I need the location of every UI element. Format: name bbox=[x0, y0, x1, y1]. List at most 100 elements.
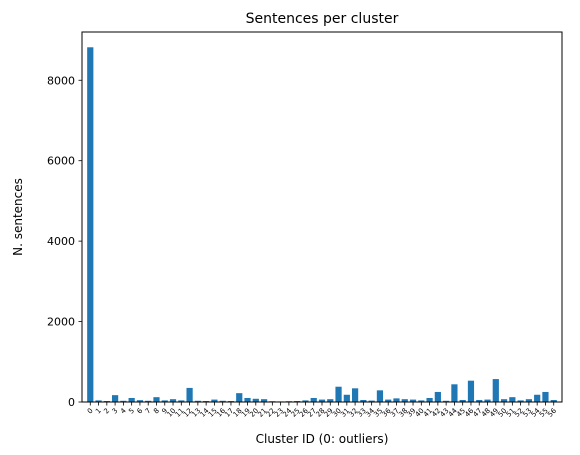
x-tick-label: 4 bbox=[119, 406, 128, 415]
bar-cluster-16 bbox=[219, 400, 226, 402]
bar-cluster-30 bbox=[335, 386, 342, 402]
x-tick-label: 19 bbox=[240, 407, 252, 419]
x-tick-label: 33 bbox=[356, 407, 368, 419]
x-tick-label: 53 bbox=[521, 407, 533, 419]
bar-cluster-6 bbox=[136, 400, 144, 402]
x-tick-label: 25 bbox=[290, 407, 302, 419]
x-tick-label: 21 bbox=[257, 407, 269, 419]
plot-area: 0 1 2 3 4 5 6 7 8 9101112131415161718192021222324… bbox=[47, 47, 559, 419]
y-tick-label: 0 bbox=[68, 396, 75, 409]
bar-cluster-38 bbox=[401, 399, 408, 402]
bar-cluster-49 bbox=[492, 379, 499, 402]
bar-cluster-1 bbox=[95, 400, 102, 402]
y-tick-label: 8000 bbox=[47, 74, 75, 87]
x-tick-label: 10 bbox=[165, 407, 177, 419]
bar-cluster-33 bbox=[360, 399, 367, 402]
bar-cluster-36 bbox=[385, 399, 392, 402]
x-tick-label: 43 bbox=[439, 407, 451, 419]
x-tick-label: 6 bbox=[136, 406, 145, 415]
bar-cluster-12 bbox=[186, 387, 193, 402]
x-tick-label: 5 bbox=[127, 407, 136, 416]
bar-cluster-4 bbox=[120, 400, 127, 402]
x-tick-label: 35 bbox=[372, 407, 384, 419]
x-tick-label: 8 bbox=[152, 407, 161, 416]
bar-cluster-5 bbox=[128, 397, 135, 402]
bar-cluster-0 bbox=[87, 47, 94, 403]
x-tick-label: 2 bbox=[102, 407, 111, 416]
x-tick-label: 3 bbox=[111, 407, 120, 416]
bar-cluster-13 bbox=[194, 400, 201, 402]
bar-cluster-7 bbox=[145, 400, 152, 402]
bar-cluster-47 bbox=[476, 399, 483, 402]
x-axis-label: Cluster ID (0: outliers) bbox=[256, 432, 389, 446]
x-tick-label: 56 bbox=[546, 406, 558, 418]
x-tick-label: 17 bbox=[223, 407, 235, 419]
bar-cluster-29 bbox=[327, 399, 334, 402]
x-tick-label: 23 bbox=[273, 407, 285, 419]
bar-cluster-15 bbox=[211, 399, 218, 402]
x-tick-label: 32 bbox=[348, 407, 360, 419]
x-tick-label: 11 bbox=[174, 407, 186, 419]
bar-cluster-14 bbox=[203, 400, 210, 402]
bar-cluster-44 bbox=[451, 384, 458, 402]
x-tick-label: 12 bbox=[182, 407, 194, 419]
x-tick-label: 52 bbox=[513, 407, 525, 419]
bar-cluster-52 bbox=[517, 400, 524, 402]
bar-cluster-56 bbox=[550, 399, 557, 402]
x-tick-label: 47 bbox=[472, 407, 484, 419]
x-tick-label: 30 bbox=[331, 407, 343, 419]
bar-cluster-8 bbox=[153, 397, 160, 402]
x-tick-label: 42 bbox=[430, 407, 442, 419]
bar-cluster-9 bbox=[161, 400, 168, 402]
bar-cluster-45 bbox=[459, 399, 466, 402]
x-tick-label: 9 bbox=[160, 407, 169, 416]
bar-cluster-10 bbox=[169, 399, 177, 402]
x-tick-label: 50 bbox=[497, 407, 509, 419]
bar-cluster-11 bbox=[178, 400, 185, 402]
bar-cluster-18 bbox=[236, 393, 243, 402]
x-tick-label: 7 bbox=[144, 407, 153, 416]
bar-cluster-41 bbox=[426, 397, 433, 402]
bar-cluster-42 bbox=[434, 391, 441, 402]
x-tick-label: 55 bbox=[538, 407, 550, 419]
bar-cluster-20 bbox=[252, 398, 259, 402]
bar-cluster-43 bbox=[443, 400, 450, 402]
bar-cluster-51 bbox=[509, 397, 516, 402]
y-axis-label: N. sentences bbox=[11, 178, 25, 256]
plot-frame bbox=[81, 31, 563, 403]
bar-cluster-46 bbox=[467, 380, 475, 402]
x-tick-label: 28 bbox=[314, 407, 326, 419]
bar-cluster-17 bbox=[227, 400, 235, 402]
x-tick-label: 45 bbox=[455, 407, 467, 419]
bar-cluster-39 bbox=[409, 399, 417, 402]
bar-cluster-25 bbox=[294, 400, 301, 402]
bar-cluster-28 bbox=[318, 399, 326, 402]
x-tick-label: 41 bbox=[422, 407, 434, 419]
bar-cluster-50 bbox=[500, 399, 508, 402]
x-tick-label: 13 bbox=[190, 407, 202, 419]
y-tick-label: 2000 bbox=[47, 316, 75, 329]
x-tick-label: 37 bbox=[389, 407, 401, 419]
bar-cluster-32 bbox=[352, 388, 359, 402]
x-tick-label: 18 bbox=[232, 407, 244, 419]
bar-cluster-37 bbox=[393, 398, 400, 402]
bar-cluster-48 bbox=[484, 399, 491, 402]
x-tick-label: 40 bbox=[414, 407, 426, 419]
x-tick-label: 27 bbox=[306, 407, 318, 419]
x-tick-label: 38 bbox=[397, 407, 409, 419]
x-tick-label: 48 bbox=[480, 407, 492, 419]
bar-cluster-27 bbox=[310, 397, 317, 402]
bar-cluster-55 bbox=[542, 391, 549, 402]
bar-cluster-53 bbox=[525, 399, 532, 402]
bar-cluster-3 bbox=[112, 395, 119, 402]
bar-cluster-21 bbox=[260, 399, 268, 402]
bar-cluster-19 bbox=[244, 397, 251, 402]
y-tick-label: 4000 bbox=[47, 235, 75, 248]
bar-cluster-26 bbox=[302, 400, 309, 402]
bar-cluster-31 bbox=[343, 394, 350, 402]
bar-cluster-40 bbox=[418, 400, 425, 402]
x-tick-label: 0 bbox=[86, 407, 95, 416]
bar-cluster-35 bbox=[376, 390, 384, 402]
bar-cluster-2 bbox=[103, 400, 110, 402]
